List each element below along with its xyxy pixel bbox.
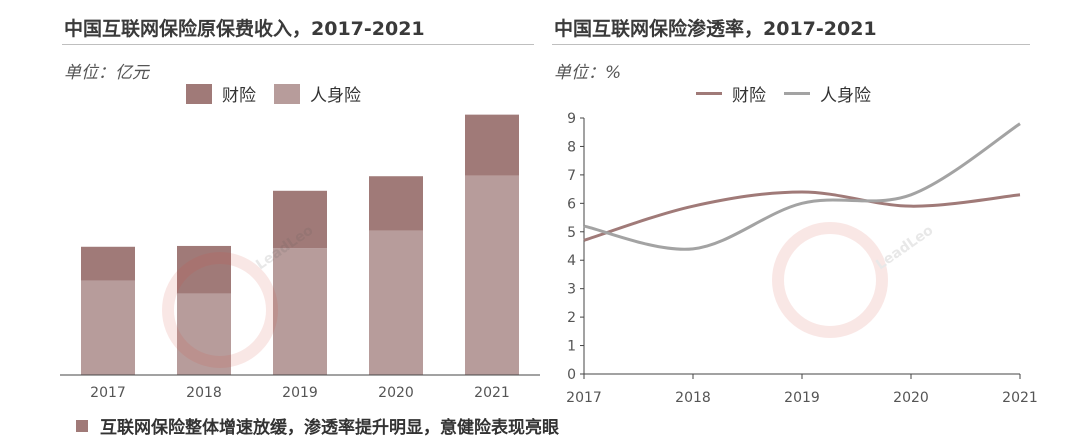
- legend-label-property-line: 财险: [732, 86, 766, 106]
- x-tick-label: 2018: [186, 385, 222, 401]
- right-unit-label: 单位：%: [554, 63, 622, 83]
- right-legend: 财险 人身险: [696, 81, 889, 106]
- line-series-property: [583, 190, 1021, 242]
- bar-life-2017: [81, 280, 135, 375]
- footer-note: 互联网保险整体增速放缓，渗透率提升明显，意健险表现亮眼: [76, 413, 559, 438]
- right-title-rule: [552, 44, 1030, 45]
- legend-label-life-line: 人身险: [820, 86, 871, 106]
- left-chart-title: 中国互联网保险原保费收入，2017-2021: [64, 18, 425, 40]
- left-unit-label: 单位：亿元: [64, 63, 149, 83]
- x-tick-label: 2021: [474, 385, 510, 401]
- bar-property-2021: [465, 114, 519, 176]
- legend-item-life: 人身险: [274, 81, 361, 106]
- legend-line-life: [784, 92, 810, 95]
- legend-item-property-line: 财险: [696, 81, 766, 106]
- y-tick-label: 9: [567, 111, 576, 127]
- y-tick-label: 7: [567, 168, 576, 184]
- legend-swatch-property: [186, 83, 212, 104]
- y-tick-label: 5: [567, 225, 576, 241]
- line-series-life: [583, 122, 1021, 251]
- bar-property-2019: [273, 190, 327, 249]
- x-tick-label: 2018: [675, 390, 711, 406]
- x-tick-label: 2019: [282, 385, 318, 401]
- x-tick-label: 2020: [378, 385, 414, 401]
- legend-label-property: 财险: [222, 86, 256, 106]
- x-tick-label: 2017: [90, 385, 126, 401]
- line-chart: 0 1 2 3 4 5 6 7 8 9 2017 2018 2019 2020 2021: [566, 111, 1038, 406]
- bar-life-2021: [465, 175, 519, 375]
- footer-text: 互联网保险整体增速放缓，渗透率提升明显，意健险表现亮眼: [100, 418, 559, 438]
- stacked-bar-chart: 2017 2018 2019 2020 2021: [60, 114, 540, 401]
- bar-life-2018: [177, 293, 231, 375]
- y-tick-label: 2: [567, 310, 576, 326]
- x-tick-label: 2017: [566, 390, 602, 406]
- left-title-rule: [62, 44, 534, 45]
- bar-life-2020: [369, 230, 423, 375]
- left-legend: 财险 人身险: [186, 81, 379, 106]
- x-tick-label: 2021: [1002, 390, 1038, 406]
- bar-property-2018: [177, 245, 231, 294]
- y-tick-label: 8: [567, 139, 576, 155]
- x-tick-label: 2020: [893, 390, 929, 406]
- x-tick-label: 2019: [784, 390, 820, 406]
- y-tick-label: 6: [567, 196, 576, 212]
- bar-life-2019: [273, 248, 327, 375]
- right-chart-title: 中国互联网保险渗透率，2017-2021: [554, 18, 877, 40]
- legend-item-property: 财险: [186, 81, 256, 106]
- legend-label-life: 人身险: [310, 86, 361, 106]
- y-tick-label: 0: [567, 367, 576, 383]
- bar-property-2020: [369, 176, 423, 231]
- y-tick-label: 3: [567, 282, 576, 298]
- y-tick-label: 1: [567, 339, 576, 355]
- bar-property-2017: [81, 246, 135, 281]
- y-tick-label: 4: [567, 253, 576, 269]
- legend-item-life-line: 人身险: [784, 81, 871, 106]
- legend-swatch-life: [274, 83, 300, 104]
- footer-marker: [76, 419, 88, 432]
- legend-line-property: [696, 92, 722, 95]
